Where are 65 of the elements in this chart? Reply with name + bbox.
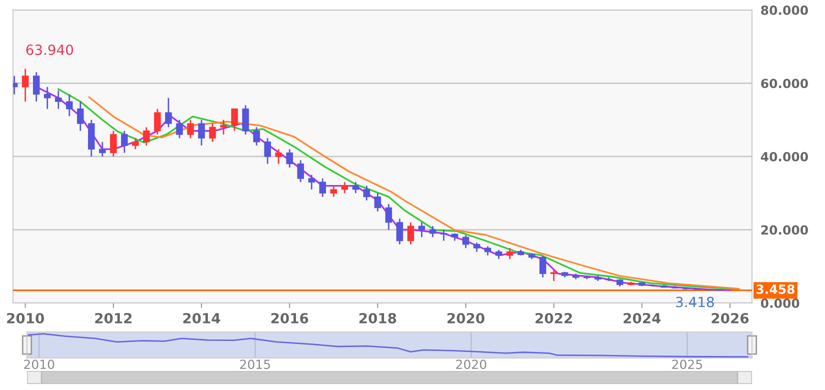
candlestick <box>374 192 382 212</box>
candlestick <box>385 203 392 230</box>
candlestick <box>44 86 51 110</box>
candlestick <box>308 174 315 190</box>
y-tick-label: 20.000 <box>761 225 808 235</box>
candlestick <box>396 218 404 246</box>
candlestick <box>264 137 271 165</box>
candlestick <box>341 181 348 194</box>
candlestick <box>484 246 492 256</box>
ref-line-label: 3.458 <box>756 284 794 294</box>
annotation: 63.940 <box>26 44 74 56</box>
candlestick <box>407 222 414 246</box>
candlestick <box>154 108 161 136</box>
x-tick-label: 2025 <box>672 360 702 370</box>
candlestick <box>176 119 183 139</box>
candlestick <box>187 119 194 139</box>
y-tick-label: 40.000 <box>760 152 808 162</box>
candlestick <box>231 108 238 132</box>
candlestick <box>110 130 117 158</box>
candlestick <box>363 185 370 202</box>
x-tick-label: 2020 <box>456 360 486 370</box>
candlestick <box>429 225 436 238</box>
candlestick <box>132 137 139 150</box>
candlestick <box>143 126 150 146</box>
x-tick-label: 2022 <box>536 312 572 324</box>
candlestick <box>165 97 172 128</box>
x-tick-label: 2016 <box>271 312 308 324</box>
y-tick-label: 80.000 <box>761 5 808 15</box>
candlestick <box>418 222 426 238</box>
candlestick <box>242 104 249 136</box>
x-tick-label: 2020 <box>448 312 484 324</box>
x-tick-label: 2015 <box>240 360 270 370</box>
x-tick-label: 2018 <box>359 312 396 324</box>
candlestick <box>220 119 227 136</box>
candlestick <box>275 148 282 165</box>
candlestick <box>297 159 304 183</box>
y-tick-label: 0.000 <box>760 298 800 308</box>
candlestick <box>286 148 293 168</box>
candlestick <box>352 181 360 194</box>
candlestick <box>99 141 106 158</box>
x-tick-label: 2010 <box>7 312 44 324</box>
candlestick <box>506 247 514 260</box>
candlestick <box>198 119 205 146</box>
candlestick <box>209 122 216 143</box>
candlestick <box>319 178 326 198</box>
candlestick <box>473 242 480 252</box>
candlestick <box>462 234 470 249</box>
candlestick <box>440 229 448 242</box>
candlestick <box>66 94 73 117</box>
candlestick <box>77 100 84 132</box>
annotation: 3.418 <box>676 296 714 308</box>
x-tick-label: 2026 <box>712 312 749 324</box>
candlestick <box>539 255 546 278</box>
candlestick <box>121 130 128 154</box>
candlestick <box>253 126 260 146</box>
x-tick-label: 2012 <box>95 312 132 324</box>
candlestick <box>495 249 502 260</box>
x-tick-label: 2014 <box>183 312 220 324</box>
candlestick <box>22 68 29 102</box>
x-tick-label: 2010 <box>24 360 54 370</box>
candlestick <box>330 185 337 198</box>
y-tick-label: 60.000 <box>761 78 808 88</box>
x-tick-label: 2024 <box>624 312 661 324</box>
candlestick <box>54 90 62 110</box>
candlestick <box>32 72 40 102</box>
